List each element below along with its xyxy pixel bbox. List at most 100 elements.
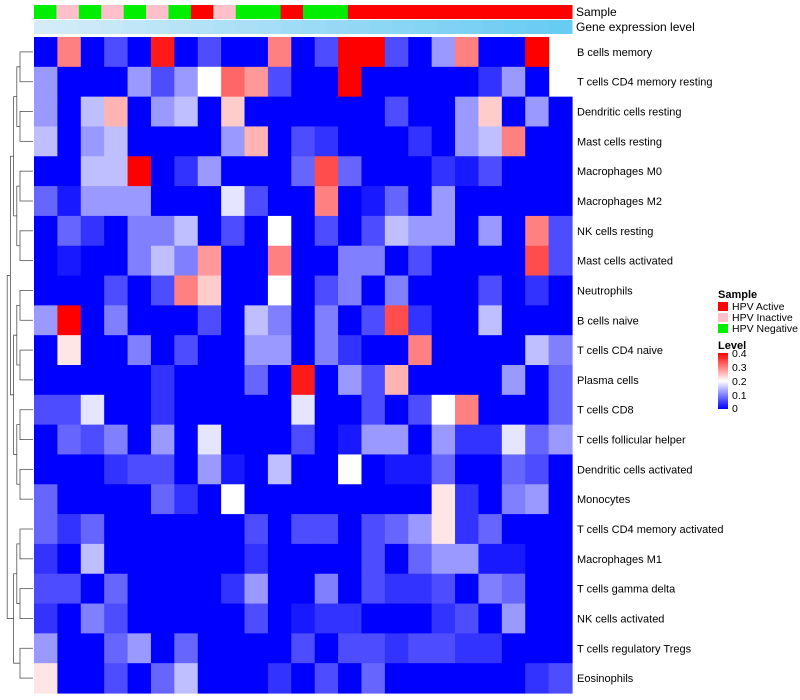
heatmap-cell — [221, 245, 246, 277]
heatmap-cell — [314, 573, 339, 605]
heatmap-cell — [197, 633, 222, 664]
level-legend-title: Level — [718, 340, 746, 352]
heatmap-cell — [501, 603, 526, 634]
heatmap-cell — [291, 424, 316, 456]
row-label: Eosinophils — [577, 673, 634, 685]
heatmap-cell — [384, 215, 409, 247]
heatmap-cell — [314, 424, 339, 456]
legend-swatch-hpv-negative — [718, 324, 728, 333]
heatmap-cell — [150, 663, 175, 694]
heatmap-cell — [104, 335, 129, 366]
heatmap-cell — [338, 454, 363, 485]
heatmap-cell — [455, 245, 480, 277]
heatmap-cell — [267, 514, 292, 545]
heatmap-cell — [244, 37, 269, 68]
heatmap-cell — [244, 215, 269, 247]
sample-annotation-cell — [303, 5, 326, 19]
heatmap-cell — [501, 573, 526, 605]
heatmap-cell — [34, 573, 58, 605]
heatmap-cell — [104, 484, 129, 515]
heatmap-cell — [384, 245, 409, 277]
heatmap-cell — [361, 663, 386, 694]
heatmap-cell — [314, 275, 339, 306]
heatmap-cell — [291, 335, 316, 366]
row-label: B cells memory — [577, 47, 653, 59]
expression-level-cell — [101, 20, 125, 34]
expression-level-cell — [280, 20, 304, 34]
heatmap-cell — [408, 186, 433, 217]
heatmap-cell — [244, 633, 269, 664]
heatmap-cell — [525, 454, 550, 485]
expression-level-cell — [482, 20, 506, 34]
heatmap-cell — [104, 394, 129, 426]
heatmap-cell — [221, 514, 246, 545]
heatmap-cell — [80, 454, 105, 485]
expression-level-cell — [258, 20, 282, 34]
heatmap-cell — [197, 335, 222, 366]
heatmap-cell — [174, 573, 199, 605]
heatmap-cell — [455, 394, 480, 426]
heatmap-cell — [244, 573, 269, 605]
heatmap-cell — [244, 663, 269, 694]
sample-legend: Sample HPV Active HPV Inactive HPV Negat… — [718, 289, 798, 335]
heatmap-cell — [104, 514, 129, 545]
heatmap-cell — [244, 305, 269, 336]
heatmap-cell — [338, 156, 363, 187]
heatmap-cell — [314, 245, 339, 277]
heatmap-cell — [525, 275, 550, 306]
heatmap-cell — [80, 335, 105, 366]
legend-swatch-hpv-inactive — [718, 313, 728, 322]
heatmap-cell — [478, 603, 503, 634]
heatmap-cell — [197, 484, 222, 515]
expression-level-cell — [213, 20, 237, 34]
expression-level-cell — [303, 20, 326, 34]
heatmap-cells — [34, 37, 573, 694]
heatmap-cell — [244, 66, 269, 98]
heatmap-cell — [431, 126, 456, 157]
heatmap-cell — [80, 215, 105, 247]
heatmap-cell — [127, 275, 152, 306]
heatmap-cell — [361, 215, 386, 247]
sample-annotation-cell — [370, 5, 394, 19]
heatmap-cell — [221, 663, 246, 694]
heatmap-cell — [174, 365, 199, 396]
heatmap-cell — [150, 335, 175, 366]
heatmap-cell — [80, 603, 105, 634]
heatmap-cell — [267, 215, 292, 247]
heatmap-cell — [267, 245, 292, 277]
dendrogram-branch — [19, 468, 22, 500]
heatmap-cell — [408, 573, 433, 605]
heatmap-cell — [408, 245, 433, 277]
heatmap-cell — [34, 394, 58, 426]
heatmap-cell — [291, 484, 316, 515]
heatmap-cell — [384, 126, 409, 157]
heatmap-cell — [431, 275, 456, 306]
heatmap-cell — [548, 573, 573, 605]
row-label: Dendritic cells resting — [577, 107, 682, 119]
heatmap-cell — [57, 484, 82, 515]
heatmap-cell — [525, 186, 550, 217]
heatmap-cell — [478, 484, 503, 515]
heatmap-cell — [455, 37, 480, 68]
heatmap-cell — [455, 126, 480, 157]
heatmap-cell — [291, 305, 316, 336]
heatmap-cell — [174, 335, 199, 366]
heatmap-cell — [57, 454, 82, 485]
heatmap-cell — [221, 484, 246, 515]
heatmap-cell — [361, 96, 386, 128]
heatmap-cell — [478, 394, 503, 426]
heatmap-cell — [548, 275, 573, 306]
row-label: T cells gamma delta — [577, 584, 676, 596]
heatmap-cell — [127, 365, 152, 396]
heatmap-cell — [150, 454, 175, 485]
heatmap-cell — [197, 514, 222, 545]
heatmap-cell — [34, 37, 58, 68]
heatmap-cell — [197, 365, 222, 396]
row-label: T cells CD4 memory activated — [577, 524, 724, 536]
heatmap-cell — [267, 424, 292, 456]
heatmap-cell — [57, 186, 82, 217]
heatmap-cell — [455, 186, 480, 217]
heatmap-cell — [408, 394, 433, 426]
heatmap-cell — [361, 305, 386, 336]
heatmap-cell — [478, 514, 503, 545]
